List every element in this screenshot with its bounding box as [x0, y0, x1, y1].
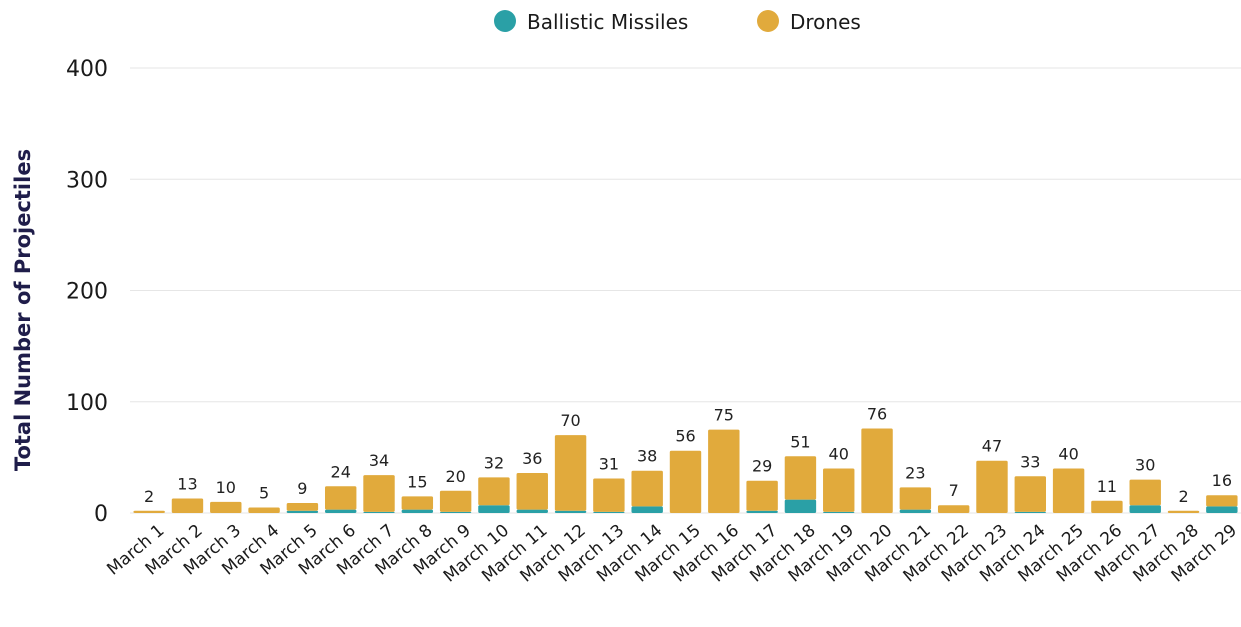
- value-label: 70: [560, 411, 580, 430]
- value-label: 75: [714, 406, 734, 425]
- value-label: 11: [1097, 477, 1117, 496]
- value-label: 47: [982, 437, 1002, 456]
- legend-swatch: [757, 10, 779, 32]
- bar-ballistic-missiles: [478, 505, 510, 513]
- bar-ballistic-missiles: [516, 509, 548, 513]
- bar-drones: [133, 510, 165, 513]
- bar-ballistic-missiles: [1014, 511, 1047, 513]
- bar-ballistic-missiles: [286, 510, 319, 513]
- legend-label: Ballistic Missiles: [527, 10, 688, 34]
- value-label: 16: [1212, 471, 1232, 490]
- bar-ballistic-missiles: [899, 509, 932, 513]
- bar-drones: [286, 502, 319, 511]
- value-label: 40: [829, 445, 849, 464]
- bar-drones: [861, 428, 893, 513]
- bar-drones: [746, 480, 778, 511]
- bar-drones: [439, 490, 472, 512]
- value-label: 15: [407, 472, 427, 491]
- value-label: 51: [790, 432, 810, 451]
- bar-ballistic-missiles: [631, 506, 663, 513]
- value-label: 2: [1178, 487, 1188, 506]
- bar-drones: [669, 450, 702, 513]
- value-label: 2: [144, 487, 154, 506]
- bar-drones: [1091, 500, 1123, 513]
- bar-drones: [554, 435, 587, 511]
- y-tick-label: 200: [66, 280, 108, 305]
- bar-drones: [708, 429, 740, 513]
- bar-drones: [210, 501, 242, 513]
- value-label: 23: [905, 463, 925, 482]
- bar-drones: [1014, 476, 1047, 512]
- bar-drones: [1052, 468, 1085, 513]
- value-label: 9: [297, 479, 307, 498]
- bar-ballistic-missiles: [1129, 505, 1161, 513]
- bar-drones: [593, 478, 625, 512]
- legend-swatch: [494, 10, 516, 32]
- value-label: 32: [484, 453, 504, 472]
- value-label: 34: [369, 451, 389, 470]
- bar-ballistic-missiles: [363, 511, 395, 513]
- bars: [133, 428, 1238, 513]
- bar-ballistic-missiles: [439, 511, 472, 513]
- bar-drones: [1129, 479, 1161, 506]
- value-label: 31: [599, 455, 619, 474]
- value-label: 36: [522, 449, 542, 468]
- value-label: 29: [752, 457, 772, 476]
- value-label: 20: [445, 467, 465, 486]
- bar-ballistic-missiles: [1206, 506, 1238, 513]
- y-tick-label: 300: [66, 168, 108, 193]
- bar-drones: [899, 487, 932, 510]
- bar-ballistic-missiles: [784, 499, 817, 513]
- value-label: 5: [259, 483, 269, 502]
- value-label: 40: [1058, 445, 1078, 464]
- value-labels: 2 13 10 5 9 24 34 15 20 32 36 70 31 38 56 75 29 51 40 76 23 7…: [144, 404, 1232, 505]
- y-tick-label: 100: [66, 391, 108, 416]
- bar-drones: [324, 486, 357, 510]
- bar-drones: [248, 507, 280, 513]
- bar-drones: [1167, 510, 1200, 513]
- bar-ballistic-missiles: [746, 510, 778, 513]
- bar-ballistic-missiles: [554, 510, 587, 513]
- value-label: 13: [177, 475, 197, 494]
- value-label: 30: [1135, 456, 1155, 475]
- bar-ballistic-missiles: [324, 509, 357, 513]
- bar-ballistic-missiles: [593, 511, 625, 513]
- legend-label: Drones: [790, 10, 861, 34]
- bar-drones: [1206, 495, 1238, 507]
- bar-drones: [401, 496, 434, 510]
- bar-drones: [631, 470, 663, 507]
- y-axis-ticks: 0 100 200 300 400: [66, 57, 108, 527]
- value-label: 56: [675, 427, 695, 446]
- bar-ballistic-missiles: [401, 509, 434, 513]
- bar-drones: [171, 498, 204, 513]
- value-label: 7: [949, 481, 959, 500]
- bar-drones: [937, 505, 970, 513]
- bar-drones: [976, 460, 1008, 513]
- value-label: 76: [867, 404, 887, 423]
- value-label: 24: [331, 462, 351, 481]
- value-label: 38: [637, 447, 657, 466]
- bar-drones: [823, 468, 855, 512]
- bar-drones: [516, 472, 548, 510]
- bar-drones: [363, 475, 395, 512]
- y-tick-label: 0: [94, 502, 108, 527]
- value-label: 10: [216, 478, 236, 497]
- value-label: 33: [1020, 452, 1040, 471]
- bar-ballistic-missiles: [823, 511, 855, 513]
- bar-drones: [784, 456, 817, 500]
- legend: Ballistic Missiles Drones: [494, 10, 861, 34]
- y-axis-title: Total Number of Projectiles: [11, 149, 35, 471]
- y-tick-label: 400: [66, 57, 108, 82]
- bar-drones: [478, 477, 510, 506]
